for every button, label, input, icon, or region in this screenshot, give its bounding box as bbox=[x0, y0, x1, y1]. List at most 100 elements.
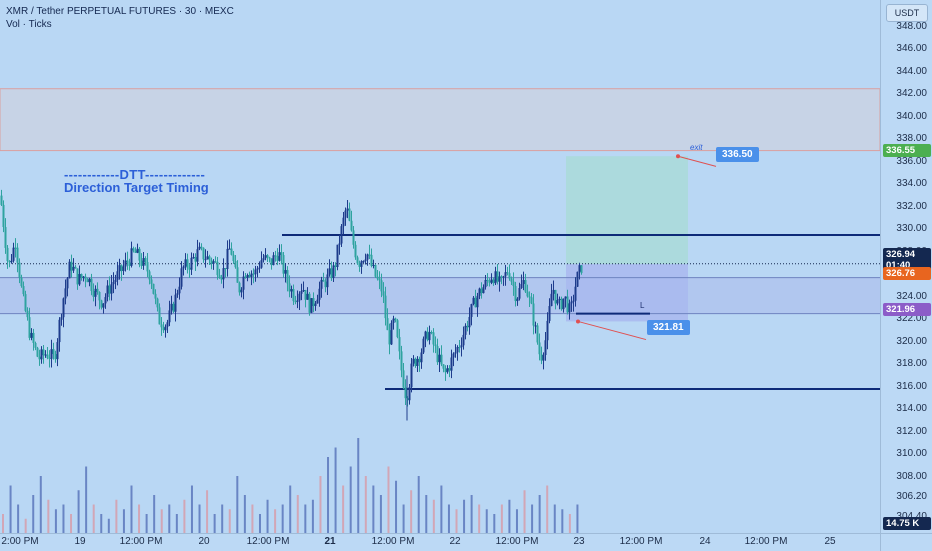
candle-body bbox=[524, 280, 527, 292]
candle-body bbox=[490, 279, 493, 283]
candle-body bbox=[204, 259, 207, 261]
volume-bar bbox=[221, 504, 224, 533]
stop-price-label[interactable]: 321.81 bbox=[647, 320, 690, 335]
candle-body bbox=[200, 246, 203, 248]
candle-body bbox=[380, 280, 383, 292]
candle-body bbox=[294, 301, 297, 303]
volume-bar bbox=[531, 504, 534, 533]
candle-body bbox=[142, 258, 145, 266]
candle-body bbox=[564, 296, 567, 299]
candle-body bbox=[552, 289, 555, 294]
candle-body bbox=[520, 284, 523, 289]
candle-body bbox=[252, 273, 255, 275]
volume-bar bbox=[463, 499, 466, 533]
candle-body bbox=[444, 368, 447, 373]
candle-body bbox=[428, 332, 431, 341]
price-tick-label: 336.00 bbox=[896, 155, 927, 167]
candle-body bbox=[178, 286, 181, 294]
candle-body bbox=[50, 349, 53, 359]
candle-body bbox=[156, 298, 159, 308]
candle-body bbox=[384, 295, 387, 319]
time-tick-label: 19 bbox=[74, 536, 86, 547]
candle-body bbox=[430, 332, 433, 334]
candle-body bbox=[382, 291, 385, 296]
candle-body bbox=[496, 271, 499, 282]
volume-bar bbox=[251, 504, 254, 533]
price-tick-label: 312.00 bbox=[896, 425, 927, 437]
price-tick-label: 320.00 bbox=[896, 335, 927, 347]
candle-body bbox=[316, 299, 319, 304]
price-tick-label: 342.00 bbox=[896, 88, 927, 100]
currency-button[interactable]: USDT bbox=[886, 4, 928, 22]
time-tick-label: 22 bbox=[449, 536, 461, 547]
price-tick-label: 346.00 bbox=[896, 43, 927, 55]
indicator-legend[interactable]: Vol · Ticks bbox=[6, 19, 52, 30]
dtt-annotation-line1: ------------DTT------------- bbox=[64, 167, 206, 182]
dtt-annotation: ------------DTT------------- Direction T… bbox=[64, 168, 209, 194]
candle-body bbox=[56, 342, 59, 360]
candle-body bbox=[186, 259, 189, 268]
candle-body bbox=[146, 262, 149, 272]
chart-plot-area[interactable]: XMR / Tether PERPETUAL FUTURES · 30 · ME… bbox=[0, 0, 880, 533]
candle-body bbox=[222, 268, 225, 280]
candle-body bbox=[464, 325, 467, 335]
candlestick-chart[interactable] bbox=[0, 0, 880, 533]
candle-body bbox=[248, 274, 251, 277]
volume-bar bbox=[213, 514, 216, 533]
candle-body bbox=[332, 265, 335, 279]
candle-body bbox=[270, 258, 273, 266]
symbol-title[interactable]: XMR / Tether PERPETUAL FUTURES · 30 · ME… bbox=[6, 6, 234, 17]
candle-body bbox=[482, 287, 485, 294]
time-tick-label: 25 bbox=[824, 536, 836, 547]
candle-body bbox=[162, 327, 165, 331]
candle-body bbox=[194, 257, 197, 262]
time-tick-label: 2:00 PM bbox=[1, 536, 39, 547]
volume-bar bbox=[266, 499, 269, 533]
candle-body bbox=[170, 303, 173, 311]
time-tick-label: 21 bbox=[324, 536, 336, 547]
volume-bar bbox=[160, 509, 163, 533]
candle-body bbox=[372, 265, 375, 267]
candle-body bbox=[420, 352, 423, 363]
volume-bar bbox=[145, 514, 148, 533]
candle-body bbox=[112, 281, 115, 285]
volume-bar bbox=[153, 495, 156, 533]
volume-bar bbox=[175, 514, 178, 533]
candle-body bbox=[486, 279, 489, 281]
candle-body bbox=[462, 334, 465, 346]
candle-body bbox=[42, 349, 45, 356]
price-tick-label: 332.00 bbox=[896, 200, 927, 212]
candle-body bbox=[480, 288, 483, 294]
candle-body bbox=[34, 342, 37, 348]
candle-body bbox=[448, 368, 451, 371]
candle-body bbox=[356, 257, 359, 264]
candle-body bbox=[532, 303, 535, 326]
candle-body bbox=[54, 354, 57, 360]
candle-body bbox=[172, 303, 175, 312]
candle-body bbox=[470, 304, 473, 317]
price-tag-orange: 326.76 bbox=[883, 267, 931, 280]
candle-body bbox=[46, 354, 49, 358]
candle-body bbox=[10, 260, 13, 263]
time-axis[interactable]: 2:00 PM 19 12:00 PM 20 12:00 PM 21 12:00 PM 22 1… bbox=[0, 533, 880, 551]
candle-body bbox=[48, 357, 51, 359]
candle-body bbox=[274, 255, 277, 257]
price-tick-label: 324.00 bbox=[896, 290, 927, 302]
stop-zone bbox=[566, 264, 688, 322]
candle-body bbox=[358, 263, 361, 267]
candle-body bbox=[376, 276, 379, 279]
candle-body bbox=[134, 250, 137, 253]
target-price-label[interactable]: 336.50 bbox=[716, 147, 759, 162]
candle-body bbox=[280, 252, 283, 256]
volume-bar bbox=[39, 476, 42, 533]
candle-body bbox=[550, 293, 553, 307]
candle-body bbox=[232, 254, 235, 262]
candle-body bbox=[2, 204, 5, 228]
candle-body bbox=[16, 247, 19, 263]
target-point bbox=[676, 154, 680, 159]
candle-body bbox=[286, 270, 289, 284]
candle-body bbox=[578, 265, 581, 272]
volume-bar bbox=[198, 504, 201, 533]
candle-body bbox=[116, 271, 119, 280]
candle-body bbox=[292, 289, 295, 302]
